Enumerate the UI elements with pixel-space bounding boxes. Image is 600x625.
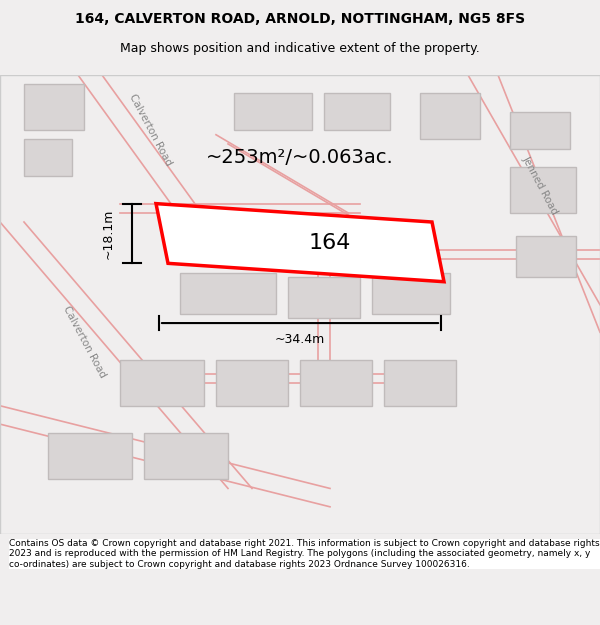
Polygon shape	[300, 360, 372, 406]
Polygon shape	[144, 433, 228, 479]
Polygon shape	[120, 360, 204, 406]
Polygon shape	[510, 112, 570, 149]
Text: Jenned Road: Jenned Road	[520, 154, 560, 216]
Polygon shape	[234, 93, 312, 130]
Polygon shape	[420, 93, 480, 139]
Text: Map shows position and indicative extent of the property.: Map shows position and indicative extent…	[120, 42, 480, 55]
Text: ~34.4m: ~34.4m	[275, 332, 325, 346]
Polygon shape	[510, 167, 576, 212]
Polygon shape	[288, 277, 360, 319]
Polygon shape	[372, 272, 450, 314]
Polygon shape	[180, 272, 276, 314]
Text: 164: 164	[309, 232, 351, 253]
Text: ~253m²/~0.063ac.: ~253m²/~0.063ac.	[206, 148, 394, 167]
Text: Calverton Road: Calverton Road	[127, 92, 173, 168]
Polygon shape	[516, 236, 576, 277]
Polygon shape	[384, 360, 456, 406]
Polygon shape	[324, 93, 390, 130]
Text: 164, CALVERTON ROAD, ARNOLD, NOTTINGHAM, NG5 8FS: 164, CALVERTON ROAD, ARNOLD, NOTTINGHAM,…	[75, 12, 525, 26]
Polygon shape	[24, 139, 72, 176]
Polygon shape	[216, 360, 288, 406]
Polygon shape	[24, 84, 84, 130]
Polygon shape	[48, 433, 132, 479]
Text: Contains OS data © Crown copyright and database right 2021. This information is : Contains OS data © Crown copyright and d…	[9, 539, 599, 569]
Polygon shape	[156, 204, 444, 282]
Text: Calverton Road: Calverton Road	[61, 304, 107, 379]
Text: ~18.1m: ~18.1m	[101, 208, 115, 259]
